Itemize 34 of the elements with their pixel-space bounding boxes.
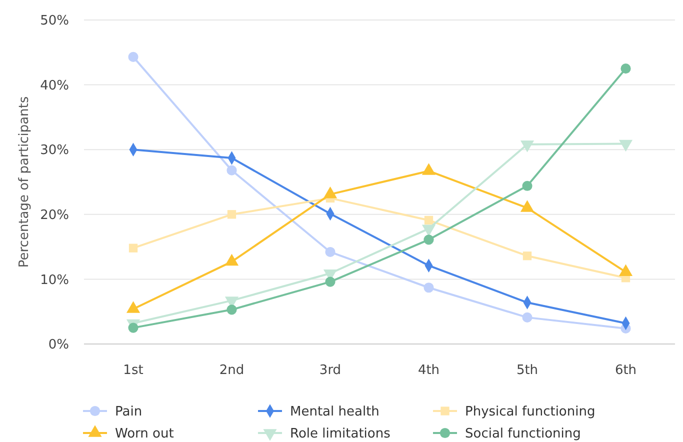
point (522, 252, 532, 260)
point (128, 322, 138, 333)
point (522, 312, 532, 322)
legend-label: Pain (115, 404, 142, 420)
y-tick-label: 40% (40, 78, 69, 94)
legend-label: Worn out (115, 426, 174, 442)
y-tick-label: 30% (40, 143, 69, 158)
point (226, 165, 237, 176)
x-tick-label: 1st (123, 363, 144, 378)
y-tick-label: 10% (40, 272, 69, 288)
x-tick-label: 4th (418, 363, 440, 378)
point (424, 216, 434, 225)
point (226, 304, 237, 315)
point (325, 246, 336, 258)
point (325, 276, 336, 287)
point (227, 210, 236, 219)
legend-label: Role limitations (290, 426, 391, 442)
y-tick-label: 50% (40, 14, 69, 29)
point (128, 244, 138, 252)
point (424, 234, 434, 245)
x-tick-label: 3rd (319, 363, 342, 378)
y-tick-label: 20% (40, 208, 69, 223)
point (620, 64, 631, 74)
legend-label: Physical functioning (465, 404, 596, 420)
y-tick-label: 0% (48, 338, 69, 353)
point (128, 52, 138, 62)
y-axis-title: Percentage of participants (17, 96, 32, 268)
legend-label: Mental health (290, 404, 380, 420)
x-tick-label: 6th (614, 363, 637, 378)
point (424, 282, 434, 293)
x-tick-label: 5th (516, 363, 538, 378)
point (522, 180, 532, 191)
x-tick-label: 2nd (219, 363, 244, 378)
legend-label: Social functioning (465, 426, 581, 442)
